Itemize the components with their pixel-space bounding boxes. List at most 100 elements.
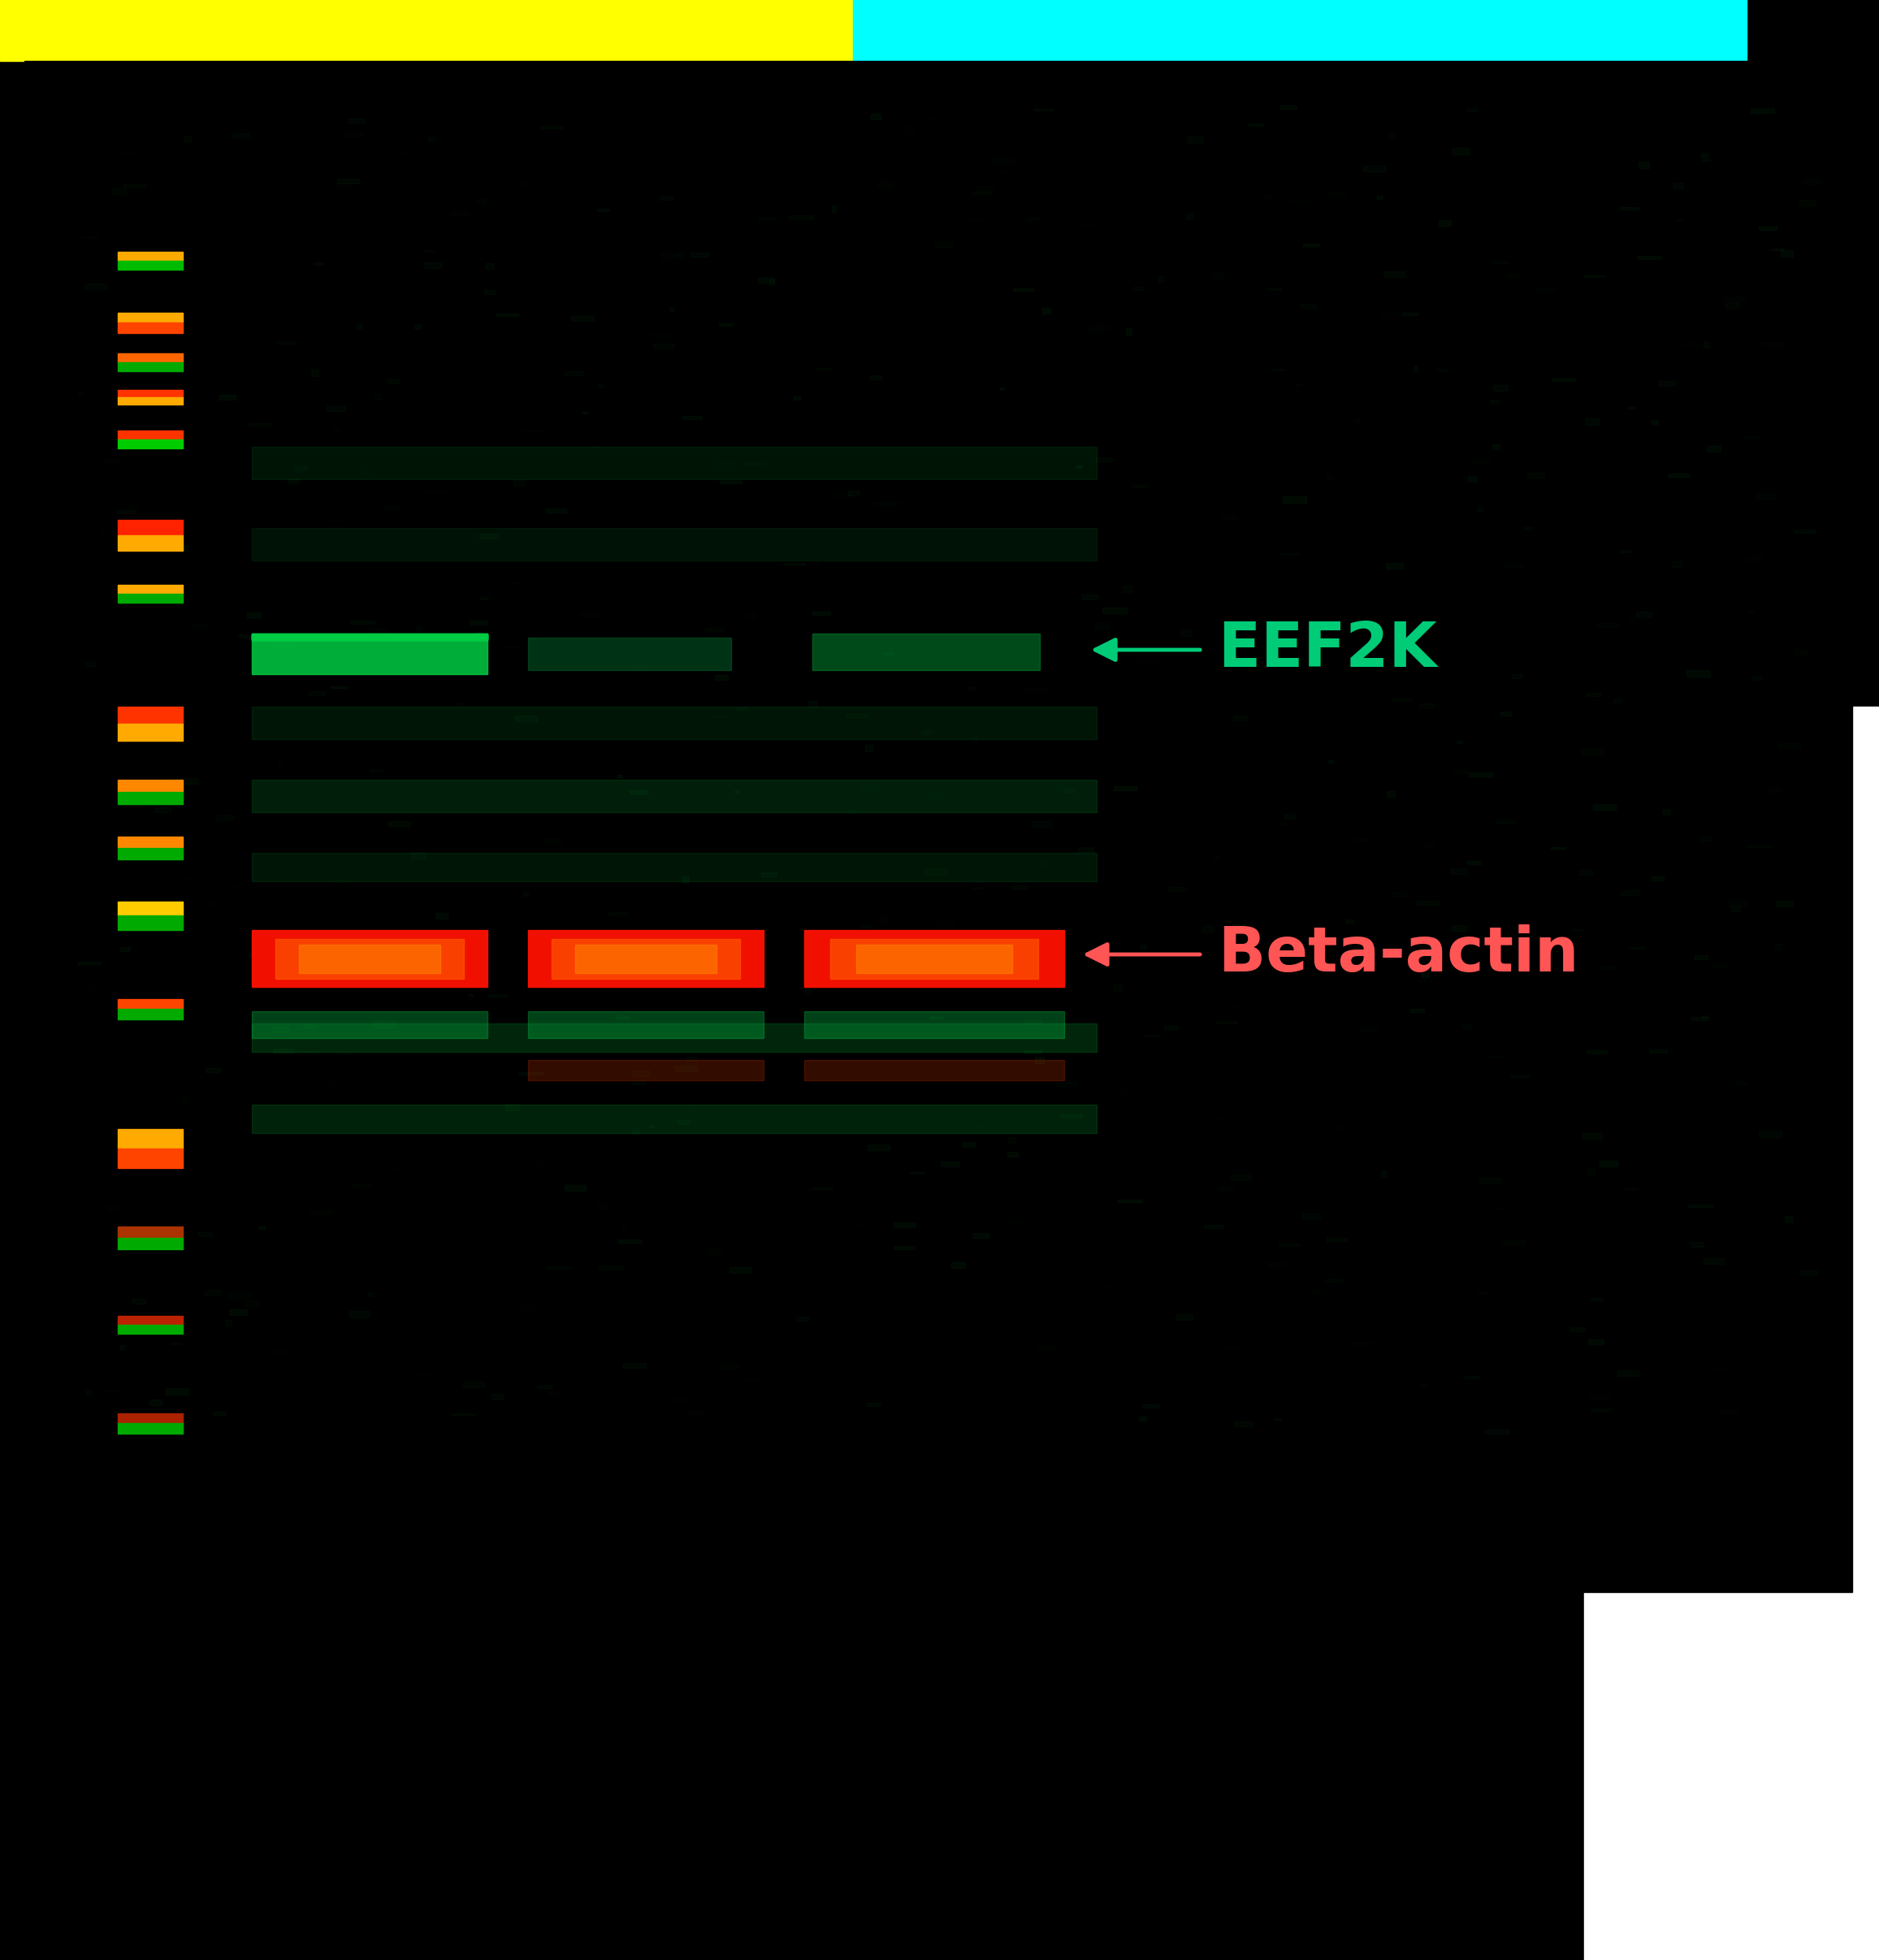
Bar — [1095, 457, 1112, 461]
Bar — [252, 635, 487, 641]
Bar — [1265, 194, 1272, 200]
Bar — [287, 478, 299, 484]
Bar — [1233, 925, 1246, 927]
Bar — [1620, 551, 1631, 553]
Bar — [1180, 629, 1189, 635]
Bar — [1770, 788, 1779, 792]
Bar — [971, 192, 992, 194]
Bar — [370, 1019, 381, 1025]
Bar — [1233, 1004, 1244, 1007]
Bar — [1114, 984, 1122, 992]
Bar — [1032, 821, 1052, 827]
Bar — [688, 1411, 703, 1415]
Bar — [1280, 106, 1297, 110]
Bar — [132, 1299, 145, 1303]
Bar — [744, 463, 765, 465]
Bar — [1704, 343, 1710, 347]
Bar — [1584, 274, 1605, 276]
Bar — [513, 480, 524, 486]
Bar — [874, 502, 893, 506]
Bar — [859, 1223, 864, 1227]
Bar — [1618, 1370, 1638, 1376]
Bar — [1437, 368, 1447, 370]
Bar — [118, 261, 182, 270]
Bar — [1552, 378, 1575, 380]
Bar — [1201, 367, 1219, 368]
Bar — [1312, 1290, 1325, 1296]
Bar — [975, 186, 996, 190]
Bar — [1028, 218, 1039, 220]
Bar — [1118, 1200, 1142, 1203]
Bar — [1338, 1125, 1343, 1129]
Bar — [1682, 341, 1697, 347]
Bar — [252, 708, 1097, 739]
Bar — [971, 737, 977, 741]
Bar — [1623, 1188, 1635, 1190]
Bar — [378, 968, 385, 970]
Bar — [107, 1205, 116, 1209]
Bar — [1452, 147, 1469, 155]
Bar — [812, 612, 831, 615]
Bar — [804, 988, 812, 994]
Bar — [943, 1239, 962, 1241]
Bar — [374, 1021, 395, 1027]
Bar — [130, 894, 139, 896]
Bar — [1218, 1188, 1233, 1192]
Bar — [333, 427, 340, 431]
Bar — [368, 1292, 374, 1298]
Bar — [1800, 200, 1815, 206]
Bar — [1590, 1298, 1603, 1301]
Bar — [295, 1053, 318, 1054]
Bar — [156, 808, 171, 811]
Bar — [1507, 272, 1518, 278]
Bar — [797, 1317, 808, 1321]
Bar — [1387, 792, 1394, 798]
Bar — [1467, 860, 1481, 864]
Bar — [622, 1364, 646, 1368]
Bar — [1139, 1417, 1146, 1421]
Bar — [308, 953, 316, 956]
Bar — [457, 702, 464, 706]
Bar — [276, 939, 464, 978]
Bar — [1327, 1278, 1342, 1282]
Bar — [1411, 1009, 1424, 1011]
Bar — [118, 1227, 182, 1239]
Bar — [197, 1233, 212, 1237]
Bar — [252, 1011, 487, 1039]
Bar — [205, 1290, 220, 1296]
Bar — [930, 1015, 943, 1019]
Bar — [210, 902, 218, 906]
Bar — [257, 1225, 265, 1229]
Bar — [1000, 388, 1003, 390]
Bar — [118, 1315, 182, 1325]
Bar — [1702, 837, 1712, 841]
Bar — [225, 1319, 231, 1327]
Bar — [252, 635, 487, 641]
Bar — [124, 184, 147, 186]
Bar — [118, 849, 182, 858]
Bar — [1685, 670, 1710, 676]
Bar — [1385, 563, 1404, 568]
Bar — [1505, 563, 1524, 568]
Bar — [804, 1011, 1064, 1039]
Bar — [1484, 1429, 1509, 1433]
Bar — [1719, 1411, 1738, 1415]
Bar — [686, 1056, 697, 1060]
Bar — [675, 1066, 697, 1072]
Bar — [881, 915, 889, 923]
Bar — [344, 133, 365, 137]
Bar — [1035, 1056, 1043, 1062]
Bar — [522, 429, 545, 433]
Bar — [489, 994, 507, 998]
Bar — [118, 780, 182, 792]
Bar — [86, 1390, 92, 1396]
Bar — [543, 837, 562, 843]
Bar — [1702, 159, 1710, 161]
Bar — [536, 1160, 545, 1164]
Bar — [847, 490, 859, 496]
Bar — [173, 778, 197, 784]
Bar — [1095, 623, 1109, 629]
Bar — [579, 613, 601, 615]
Bar — [173, 782, 194, 786]
Bar — [252, 447, 1097, 480]
